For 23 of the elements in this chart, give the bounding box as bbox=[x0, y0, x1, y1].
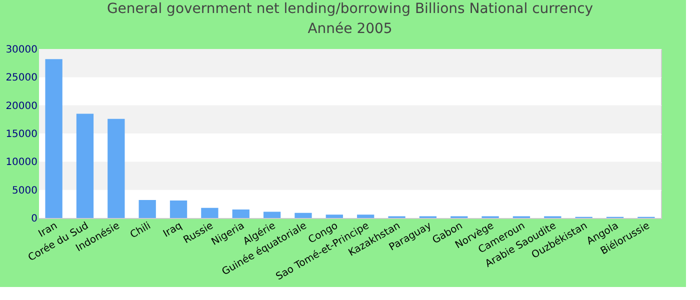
y-tick-label: 0 bbox=[31, 214, 38, 224]
y-tick-label: 10000 bbox=[6, 157, 38, 168]
bar bbox=[76, 114, 94, 218]
bar bbox=[232, 210, 250, 218]
bar bbox=[326, 214, 343, 218]
x-tick-label: Iraq bbox=[162, 220, 184, 240]
y-tick-label: 5000 bbox=[12, 185, 38, 196]
y-tick-label: 15000 bbox=[6, 129, 38, 140]
x-tick-label: Iran bbox=[36, 220, 60, 240]
bar bbox=[138, 200, 156, 218]
bar bbox=[357, 214, 374, 218]
y-tick-label: 30000 bbox=[6, 44, 38, 56]
chart-title: General government net lending/borrowing Billions National currency bbox=[106, 1, 594, 17]
bar bbox=[263, 212, 281, 218]
bar bbox=[294, 212, 312, 218]
y-tick-label: 20000 bbox=[6, 100, 38, 112]
y-tick-label: 25000 bbox=[6, 72, 38, 84]
chart-subtitle: Année 2005 bbox=[308, 21, 392, 37]
bar bbox=[170, 200, 188, 218]
bar bbox=[45, 59, 62, 218]
bar bbox=[108, 118, 125, 218]
bar bbox=[201, 208, 218, 218]
x-tick-label: Chili bbox=[128, 220, 153, 241]
